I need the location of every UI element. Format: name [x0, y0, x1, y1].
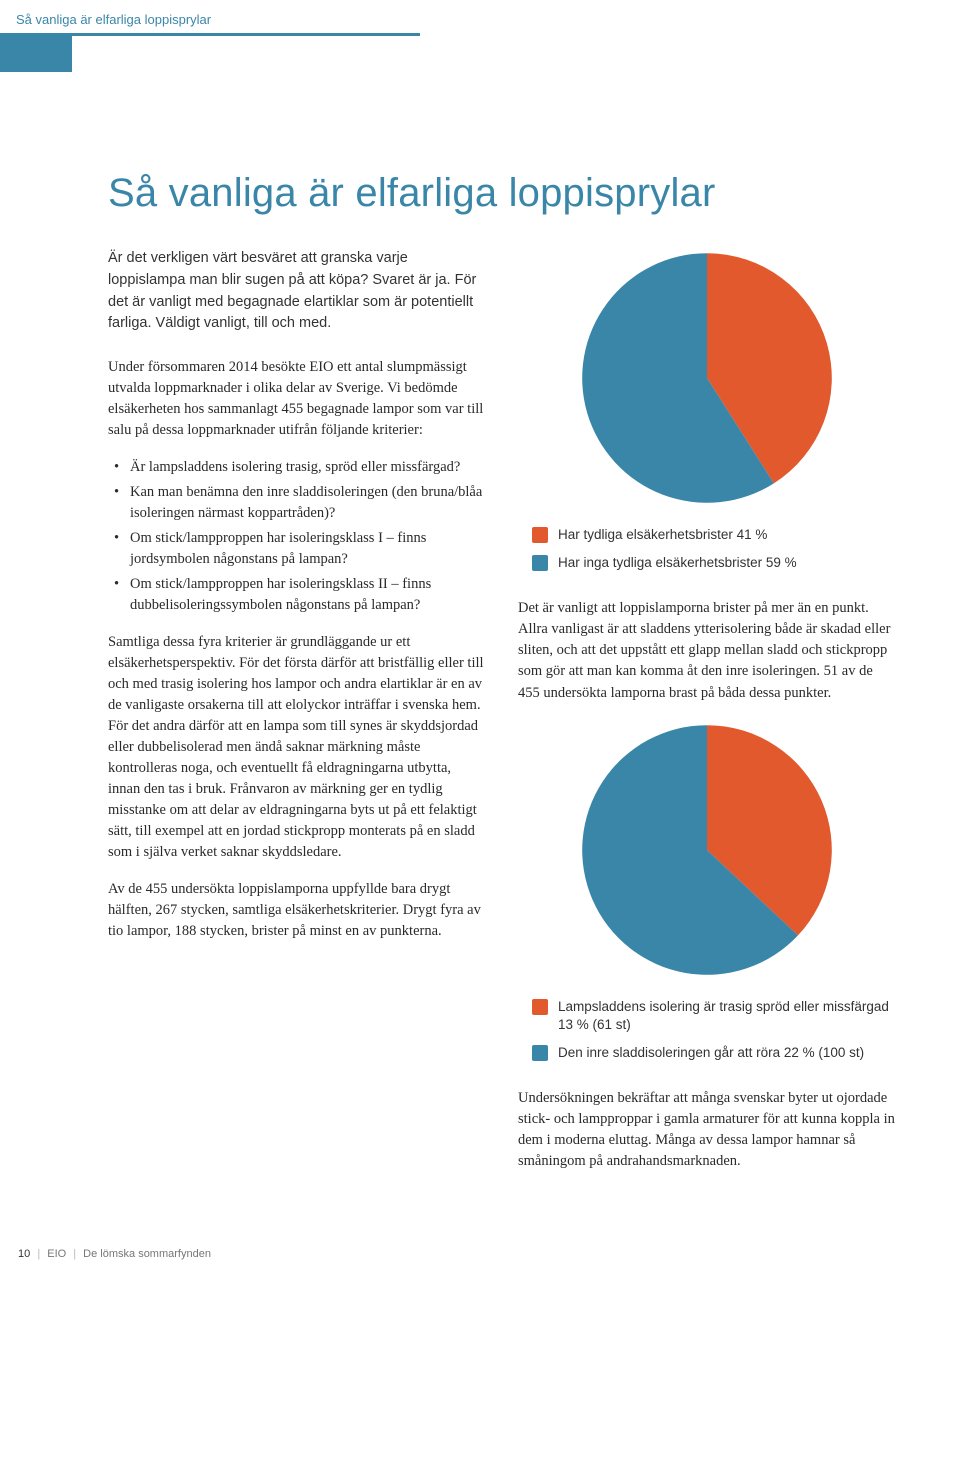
list-item: Om stick/lampproppen har isoleringsklass… [130, 574, 486, 616]
body-paragraph: Under försommaren 2014 besökte EIO ett a… [108, 357, 486, 441]
pie-chart-1 [577, 248, 837, 508]
legend-swatch [532, 1045, 548, 1061]
list-item: Om stick/lampproppen har isoleringsklass… [130, 528, 486, 570]
content-area: Så vanliga är elfarliga loppisprylar Är … [0, 72, 960, 1208]
footer-org: EIO [47, 1248, 66, 1260]
running-head: Så vanliga är elfarliga loppisprylar [0, 0, 960, 27]
legend-item: Har inga tydliga elsäkerhetsbrister 59 % [532, 554, 896, 572]
body-paragraph: Samtliga dessa fyra kriterier är grundlä… [108, 632, 486, 863]
page-number: 10 [18, 1248, 30, 1260]
legend-label: Har tydliga elsäkerhetsbrister 41 % [558, 526, 767, 544]
chart-2-legend: Lampsladdens isolering är trasig spröd e… [532, 998, 896, 1063]
body-paragraph: Av de 455 undersökta loppislamporna uppf… [108, 879, 486, 942]
criteria-list: Är lampsladdens isolering trasig, spröd … [108, 457, 486, 616]
legend-label: Har inga tydliga elsäkerhetsbrister 59 % [558, 554, 797, 572]
pie-chart-2 [577, 720, 837, 980]
page-title: Så vanliga är elfarliga loppisprylar [108, 172, 900, 214]
lede-paragraph: Är det verkligen värt besväret att grans… [108, 248, 486, 335]
legend-item: Den inre sladdisoleringen går att röra 2… [532, 1044, 896, 1062]
header-accent-block [0, 36, 72, 72]
legend-item: Lampsladdens isolering är trasig spröd e… [532, 998, 896, 1034]
chart-1-legend: Har tydliga elsäkerhetsbrister 41 % Har … [532, 526, 896, 572]
pie-chart-svg [577, 720, 837, 980]
legend-label: Den inre sladdisoleringen går att röra 2… [558, 1044, 864, 1062]
two-column-layout: Är det verkligen värt besväret att grans… [108, 248, 900, 1188]
legend-swatch [532, 527, 548, 543]
legend-label: Lampsladdens isolering är trasig spröd e… [558, 998, 896, 1034]
legend-item: Har tydliga elsäkerhetsbrister 41 % [532, 526, 896, 544]
footer-doc-title: De lömska sommarfynden [83, 1248, 211, 1260]
legend-swatch [532, 555, 548, 571]
body-paragraph: Undersökningen bekräftar att många svens… [518, 1088, 896, 1172]
legend-swatch [532, 999, 548, 1015]
header-block: Så vanliga är elfarliga loppisprylar [0, 0, 960, 72]
pie-chart-svg [577, 248, 837, 508]
page-footer: 10 | EIO | De lömska sommarfynden [0, 1208, 960, 1278]
body-paragraph: Det är vanligt att loppislamporna briste… [518, 598, 896, 703]
footer-separator: | [37, 1248, 40, 1260]
list-item: Är lampsladdens isolering trasig, spröd … [130, 457, 486, 478]
list-item: Kan man benämna den inre sladdisoleringe… [130, 482, 486, 524]
right-column: Har tydliga elsäkerhetsbrister 41 % Har … [518, 248, 896, 1188]
footer-separator: | [73, 1248, 76, 1260]
page: Så vanliga är elfarliga loppisprylar Så … [0, 0, 960, 1278]
left-column: Är det verkligen värt besväret att grans… [108, 248, 486, 1188]
